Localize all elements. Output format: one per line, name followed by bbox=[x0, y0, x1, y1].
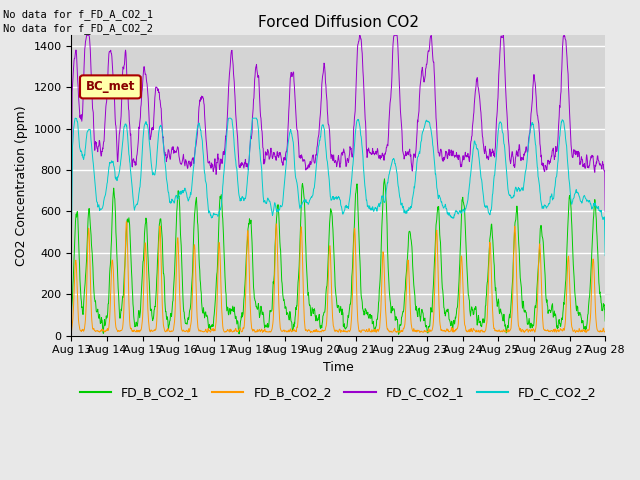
Line: FD_C_CO2_1: FD_C_CO2_1 bbox=[72, 36, 605, 216]
FD_C_CO2_2 bbox=[225, 115, 232, 121]
FD_C_CO2_1 bbox=[83, 33, 90, 38]
FD_C_CO2_2 bbox=[173, 195, 181, 201]
FD_C_CO2_1 bbox=[246, 141, 254, 147]
FD_B_CO2_2 bbox=[246, 302, 254, 308]
Title: Forced Diffusion CO2: Forced Diffusion CO2 bbox=[258, 15, 419, 30]
FD_C_CO2_2 bbox=[68, 244, 76, 250]
FD_C_CO2_2 bbox=[602, 252, 609, 258]
FD_B_CO2_1 bbox=[602, 318, 609, 324]
FD_B_CO2_2 bbox=[492, 327, 499, 333]
FD_B_CO2_1 bbox=[492, 288, 499, 293]
Line: FD_C_CO2_2: FD_C_CO2_2 bbox=[72, 118, 605, 255]
FD_C_CO2_2 bbox=[538, 205, 546, 211]
FD_C_CO2_1 bbox=[422, 72, 429, 78]
FD_B_CO2_1 bbox=[381, 176, 388, 181]
FD_B_CO2_2 bbox=[422, 328, 429, 334]
FD_B_CO2_1 bbox=[246, 220, 253, 226]
Text: No data for f_FD_A_CO2_2: No data for f_FD_A_CO2_2 bbox=[3, 23, 153, 34]
X-axis label: Time: Time bbox=[323, 361, 354, 374]
FD_B_CO2_2 bbox=[123, 219, 131, 225]
Y-axis label: CO2 Concentration (ppm): CO2 Concentration (ppm) bbox=[15, 105, 28, 266]
Line: FD_B_CO2_1: FD_B_CO2_1 bbox=[72, 179, 605, 335]
FD_C_CO2_1 bbox=[173, 144, 181, 150]
FD_B_CO2_1 bbox=[539, 234, 547, 240]
Legend: FD_B_CO2_1, FD_B_CO2_2, FD_C_CO2_1, FD_C_CO2_2: FD_B_CO2_1, FD_B_CO2_2, FD_C_CO2_1, FD_C… bbox=[75, 382, 602, 405]
FD_C_CO2_1 bbox=[538, 162, 546, 168]
FD_C_CO2_2 bbox=[186, 193, 194, 199]
FD_B_CO2_1 bbox=[422, 324, 429, 329]
Text: No data for f_FD_A_CO2_1: No data for f_FD_A_CO2_1 bbox=[3, 9, 153, 20]
FD_B_CO2_2 bbox=[539, 314, 547, 320]
FD_C_CO2_2 bbox=[491, 167, 499, 173]
FD_B_CO2_1 bbox=[173, 204, 181, 210]
FD_C_CO2_1 bbox=[187, 164, 195, 170]
FD_C_CO2_1 bbox=[68, 214, 76, 219]
FD_B_CO2_2 bbox=[307, 330, 314, 336]
FD_C_CO2_1 bbox=[602, 209, 609, 215]
FD_B_CO2_2 bbox=[68, 330, 76, 336]
FD_C_CO2_1 bbox=[491, 147, 499, 153]
FD_B_CO2_2 bbox=[602, 329, 609, 335]
Line: FD_B_CO2_2: FD_B_CO2_2 bbox=[72, 222, 605, 333]
FD_B_CO2_2 bbox=[187, 323, 195, 329]
FD_B_CO2_1 bbox=[186, 306, 194, 312]
FD_B_CO2_1 bbox=[395, 332, 403, 337]
FD_C_CO2_2 bbox=[246, 140, 254, 146]
Text: BC_met: BC_met bbox=[85, 80, 135, 94]
FD_C_CO2_2 bbox=[422, 120, 429, 126]
FD_B_CO2_2 bbox=[173, 236, 181, 241]
FD_B_CO2_1 bbox=[68, 316, 76, 322]
